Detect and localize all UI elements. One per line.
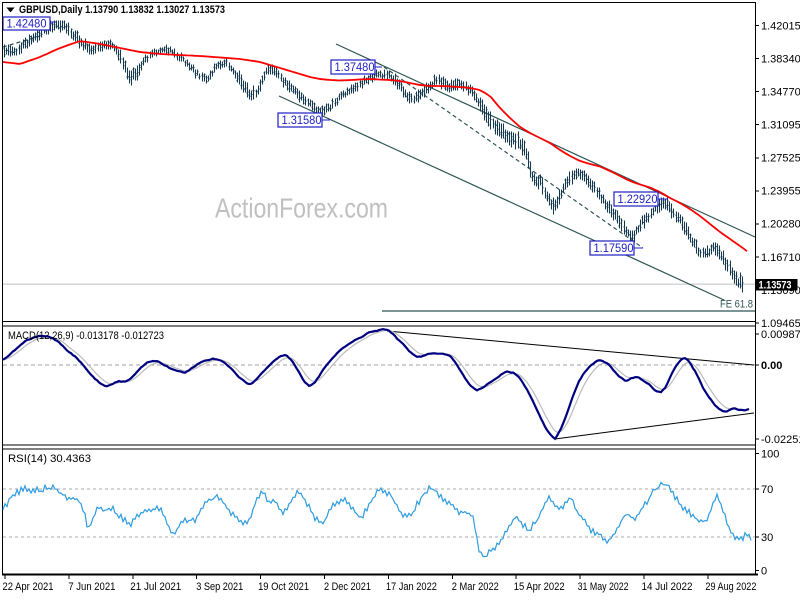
svg-text:MACD(12,26,9) -0.013178 -0.012: MACD(12,26,9) -0.013178 -0.012723 <box>8 330 164 342</box>
svg-text:29 Aug 2022: 29 Aug 2022 <box>705 581 756 593</box>
svg-text:1.42480: 1.42480 <box>7 17 47 31</box>
svg-text:14 Jul 2022: 14 Jul 2022 <box>642 581 693 593</box>
svg-text:19 Oct 2021: 19 Oct 2021 <box>258 581 309 593</box>
svg-text:1.09465: 1.09465 <box>761 318 800 330</box>
svg-text:0: 0 <box>761 565 767 577</box>
svg-text:1.27525: 1.27525 <box>761 153 800 165</box>
svg-text:1.23955: 1.23955 <box>761 186 800 198</box>
svg-text:0.00: 0.00 <box>761 360 782 372</box>
svg-text:1.31095: 1.31095 <box>761 120 800 132</box>
svg-text:7 Jun 2021: 7 Jun 2021 <box>68 581 115 593</box>
svg-text:30: 30 <box>761 532 773 544</box>
svg-text:22 Apr 2021: 22 Apr 2021 <box>3 581 54 593</box>
svg-text:2 Mar 2022: 2 Mar 2022 <box>452 581 499 593</box>
svg-text:31 May 2022: 31 May 2022 <box>578 581 629 593</box>
svg-text:1.20280: 1.20280 <box>761 219 800 231</box>
svg-text:2 Dec 2021: 2 Dec 2021 <box>324 581 371 593</box>
svg-text:15 Apr 2022: 15 Apr 2022 <box>514 581 565 593</box>
svg-text:1.22920: 1.22920 <box>618 192 658 206</box>
svg-text:1.37480: 1.37480 <box>335 60 375 74</box>
svg-text:-0.022516: -0.022516 <box>761 434 800 446</box>
svg-text:1.34770: 1.34770 <box>761 86 800 98</box>
svg-text:1.17590: 1.17590 <box>594 241 634 255</box>
svg-text:1.38340: 1.38340 <box>761 53 800 65</box>
svg-text:ActionForex.com: ActionForex.com <box>215 193 388 224</box>
svg-text:1.13573: 1.13573 <box>759 280 792 292</box>
svg-text:70: 70 <box>761 484 773 496</box>
svg-text:21 Jul 2021: 21 Jul 2021 <box>130 581 181 593</box>
svg-text:1.42015: 1.42015 <box>761 20 800 32</box>
svg-text:1.16710: 1.16710 <box>761 252 800 264</box>
svg-text:3 Sep 2021: 3 Sep 2021 <box>196 581 243 593</box>
svg-text:100: 100 <box>761 448 779 460</box>
svg-text:1.31580: 1.31580 <box>282 113 322 127</box>
svg-text:FE 61.8: FE 61.8 <box>720 299 753 311</box>
svg-text:0.009872: 0.009872 <box>761 329 800 341</box>
svg-text:RSI(14) 30.4363: RSI(14) 30.4363 <box>8 453 91 465</box>
svg-text:GBPUSD,Daily 1.13790 1.13832: GBPUSD,Daily 1.13790 1.13832 1.13027 1.1… <box>19 4 225 16</box>
svg-text:17 Jan 2022: 17 Jan 2022 <box>386 581 437 593</box>
